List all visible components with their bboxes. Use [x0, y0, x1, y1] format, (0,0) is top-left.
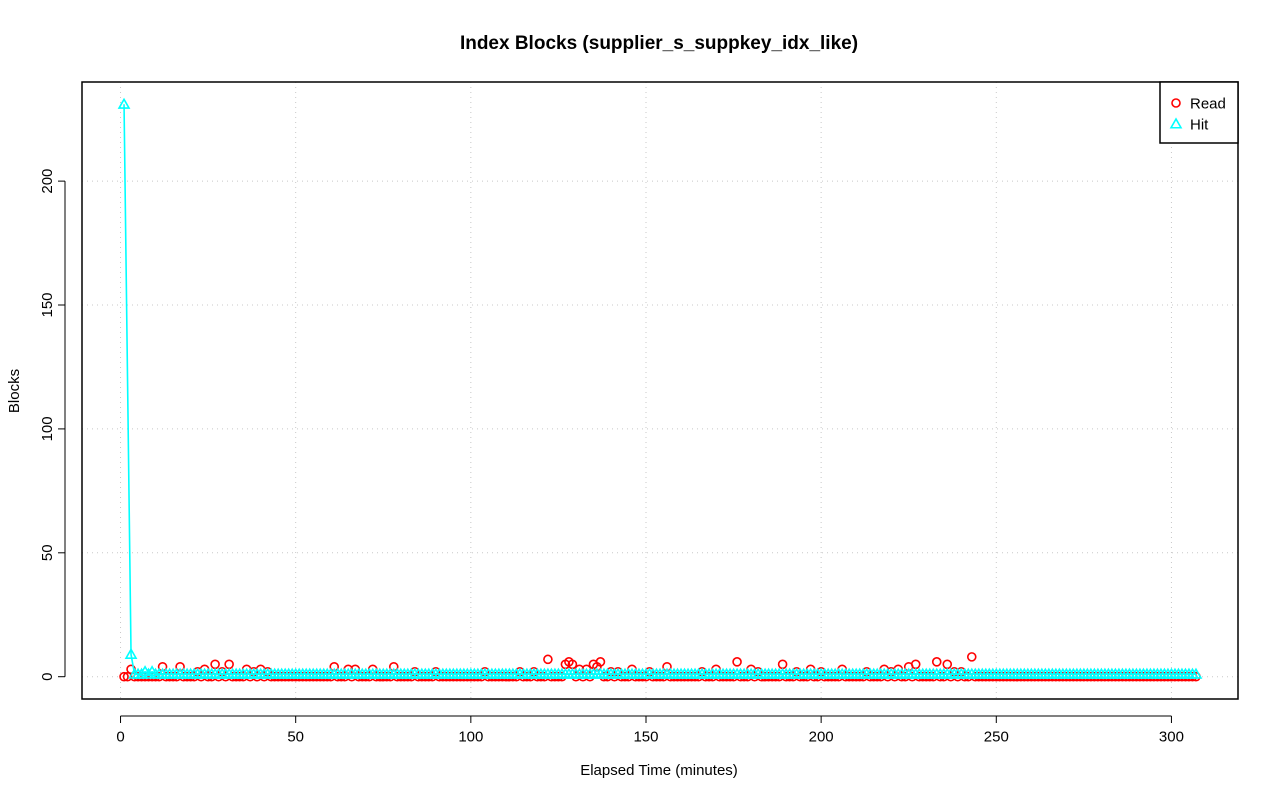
data-point-read [931, 657, 942, 667]
data-point-read [732, 657, 742, 667]
y-tick-label: 100 [39, 416, 56, 441]
x-axis: 0 50 100 150 200 250 300 [116, 715, 1184, 745]
data-point-read [942, 659, 953, 670]
series-hit [117, 97, 1203, 679]
legend: Read Hit [1159, 81, 1239, 144]
data-point-hit [1189, 667, 1203, 679]
data-point-read [210, 659, 220, 670]
data-point-hit [142, 667, 155, 679]
y-tick-label: 0 [39, 673, 56, 681]
data-point-hit [117, 97, 131, 109]
legend-label: Read [1190, 95, 1226, 112]
series-line-hit [123, 104, 1196, 676]
data-point-hit [124, 647, 138, 659]
y-tick-label: 150 [39, 292, 56, 317]
data-point-hit [135, 667, 148, 679]
legend-marker-read [1171, 98, 1181, 108]
data-point-read [777, 659, 788, 670]
legend-label: Hit [1190, 116, 1209, 133]
data-point-read [595, 657, 606, 667]
y-axis: 0 50 100 150 200 [39, 169, 66, 681]
data-point-read [119, 671, 129, 682]
data-point-read [543, 654, 553, 665]
x-axis-label: Elapsed Time (minutes) [580, 762, 738, 779]
legend-marker-hit [1169, 117, 1183, 129]
x-tick-label: 150 [633, 728, 658, 745]
data-point-read [910, 659, 921, 670]
data-point-read [224, 659, 234, 670]
x-tick-label: 300 [1159, 728, 1184, 745]
x-tick-label: 0 [116, 728, 124, 745]
y-tick-label: 200 [39, 169, 56, 194]
x-tick-label: 200 [809, 728, 834, 745]
x-tick-label: 100 [458, 728, 483, 745]
legend-box [1159, 81, 1239, 144]
x-tick-label: 250 [984, 728, 1009, 745]
y-tick-label: 50 [39, 544, 56, 561]
chart-title: Index Blocks (supplier_s_suppkey_idx_lik… [460, 33, 858, 54]
data-point-read [966, 652, 977, 662]
data-point-read [122, 671, 133, 682]
plot-frame [81, 81, 1239, 700]
x-tick-label: 50 [287, 728, 304, 745]
y-axis-label: Blocks [6, 369, 23, 413]
grid [82, 82, 1238, 699]
